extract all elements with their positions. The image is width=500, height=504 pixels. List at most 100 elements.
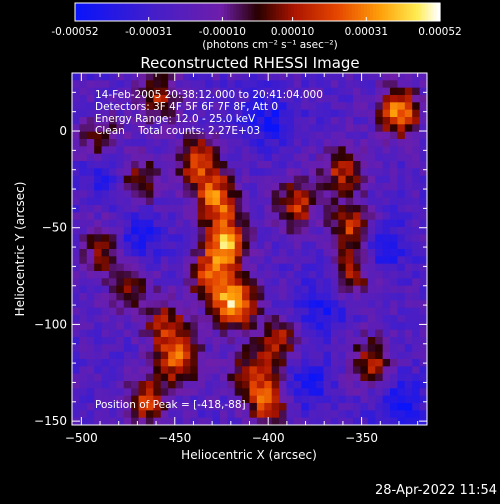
heatmap-cell [190,87,199,96]
heatmap-cell [234,285,243,294]
heatmap-cell [205,278,214,287]
heatmap-cell [419,373,428,382]
heatmap-cell [108,227,117,235]
heatmap-cell [323,161,332,169]
heatmap-cell [160,227,169,235]
heatmap-cell [205,366,214,375]
heatmap-cell [190,241,199,250]
heatmap-cell [197,366,206,375]
heatmap-cell [197,153,206,162]
heatmap-cell [145,219,154,228]
heatmap-cell [94,417,103,426]
heatmap-cell [301,117,310,125]
heatmap-cell [360,219,369,228]
heatmap-cell [271,80,280,89]
heatmap-cell [367,73,376,81]
heatmap-cell [123,249,132,257]
heatmap-cell [123,227,132,235]
heatmap-cell [397,373,406,382]
heatmap-cell [249,117,258,125]
heatmap-cell [345,197,354,206]
heatmap-cell [256,322,265,331]
heatmap-cell [286,271,295,279]
heatmap-cell [330,278,339,287]
heatmap-cell [256,168,265,177]
heatmap-cell [116,124,125,133]
heatmap-cell [182,87,191,96]
heatmap-cell [404,351,413,360]
heatmap-cell [382,322,391,331]
heatmap-cell [330,234,339,243]
heatmap-cell [397,190,406,199]
heatmap-cell [390,293,398,301]
heatmap-cell [205,403,214,411]
heatmap-cell [219,403,228,411]
heatmap-cell [138,183,147,191]
heatmap-cell [168,307,177,316]
heatmap-cell [190,300,199,309]
heatmap-cell [227,300,236,309]
heatmap-cell [256,87,265,96]
heatmap-cell [212,329,221,338]
heatmap-cell [256,227,265,235]
heatmap-cell [338,322,347,331]
heatmap-cell [212,307,221,316]
heatmap-cell [94,256,103,265]
heatmap-cell [338,205,347,213]
heatmap-cell [286,241,295,250]
heatmap-cell [345,263,354,272]
heatmap-cell [182,344,191,353]
heatmap-cell [419,395,428,404]
heatmap-cell [197,410,206,419]
heatmap-cell [301,190,310,199]
heatmap-cell [264,241,273,250]
heatmap-cell [360,109,369,118]
heatmap-cell [286,109,295,118]
heatmap-cell [316,307,324,316]
heatmap-cell [375,109,384,118]
heatmap-cell [256,263,265,272]
heatmap-cell [86,373,95,382]
heatmap-cell [390,315,398,323]
heatmap-cell [412,366,421,375]
heatmap-cell [86,168,95,177]
heatmap-cell [345,315,354,323]
heatmap-cell [316,73,324,81]
heatmap-cell [116,351,125,360]
heatmap-cell [419,337,428,345]
heatmap-cell [212,197,221,206]
heatmap-cell [145,87,154,96]
colorbar-cell [379,3,383,21]
heatmap-cell [375,168,384,177]
heatmap-cell [382,153,391,162]
heatmap-cell [175,366,184,375]
heatmap-cell [360,256,369,265]
heatmap-cell [264,351,273,360]
heatmap-cell [168,175,177,184]
heatmap-cell [397,175,406,184]
heatmap-cell [256,109,265,118]
heatmap-cell [227,366,236,375]
heatmap-cell [190,227,199,235]
heatmap-cell [72,388,80,397]
heatmap-cell [390,241,398,250]
heatmap-cell [323,219,332,228]
heatmap-cell [212,344,221,353]
heatmap-cell [160,307,169,316]
heatmap-cell [390,153,398,162]
heatmap-cell [279,161,287,169]
heatmap-cell [412,124,421,133]
heatmap-cell [219,351,228,360]
heatmap-cell [293,256,302,265]
heatmap-cell [79,102,88,111]
heatmap-cell [249,205,258,213]
colorbar-cell [87,3,91,21]
heatmap-cell [131,183,140,191]
x-tick-label: −450 [158,431,191,445]
heatmap-cell [197,73,206,81]
colorbar-cell [81,3,85,21]
colorbar: -0.00052 -0.00031 -0.00010 0.00010 0.00031 0.… [51,2,462,51]
heatmap-cell [249,139,258,147]
heatmap-cell [175,73,184,81]
heatmap-cell [316,300,324,309]
